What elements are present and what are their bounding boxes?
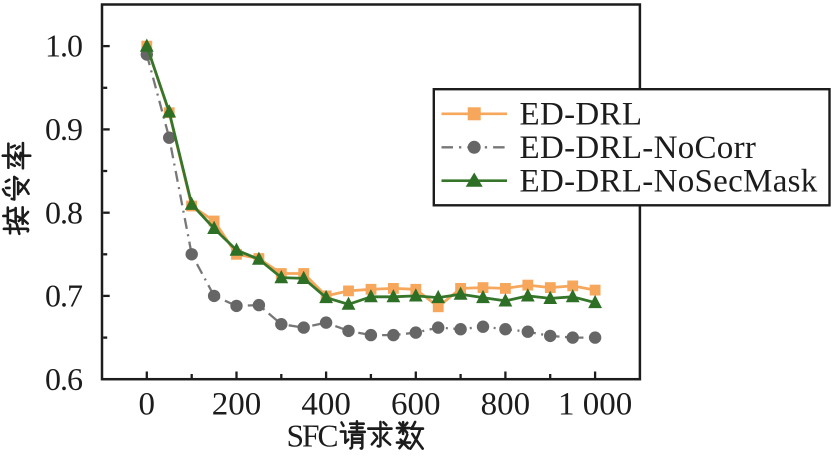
svg-text:0.7: 0.7 [45,278,83,314]
svg-text:1.0: 1.0 [45,28,82,64]
svg-text:ED-DRL-NoCorr: ED-DRL-NoCorr [520,130,757,166]
svg-text:SFC: SFC [286,419,337,454]
svg-text:0: 0 [139,387,156,423]
svg-text:ED-DRL: ED-DRL [520,97,643,133]
svg-text:400: 400 [301,387,351,423]
svg-text:1 000: 1 000 [558,387,632,423]
svg-text:0.9: 0.9 [45,111,82,147]
svg-text:800: 800 [481,387,531,423]
svg-text:200: 200 [212,387,262,423]
svg-text:0.8: 0.8 [45,194,82,230]
svg-text:0.6: 0.6 [45,361,83,397]
svg-text:600: 600 [391,387,441,423]
svg-text:ED-DRL-NoSecMask: ED-DRL-NoSecMask [520,164,818,200]
